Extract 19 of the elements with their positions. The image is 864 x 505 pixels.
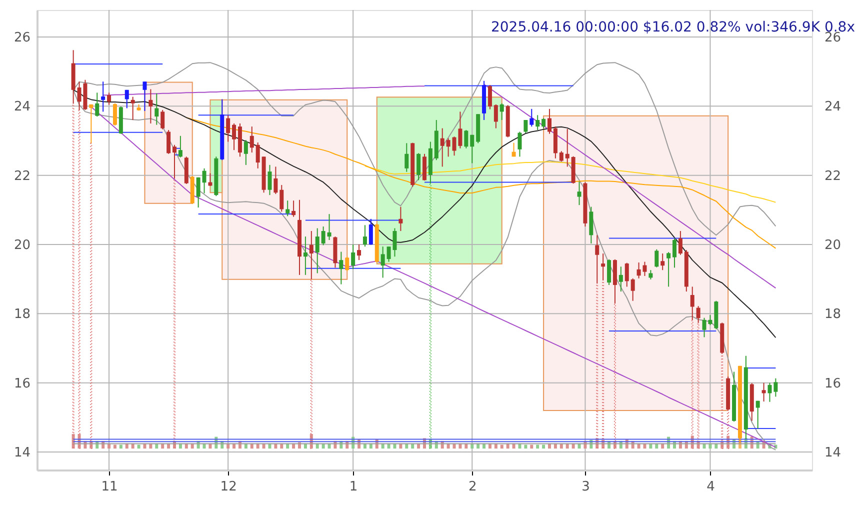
- y2-tick-label: 14: [824, 446, 842, 461]
- x-tick-label: 3: [582, 480, 590, 494]
- y2-tick-label: 22: [824, 168, 842, 184]
- y-tick-label: 26: [14, 30, 30, 46]
- y-tick-label: 24: [14, 100, 30, 115]
- y-tick-label: 22: [14, 168, 30, 184]
- x-tick-label: 4: [706, 480, 715, 494]
- x-tick-label: 11: [101, 480, 118, 494]
- x-tick-label: 1: [349, 480, 358, 494]
- y2-tick-label: 16: [824, 376, 842, 392]
- y-tick-label: 18: [14, 307, 30, 322]
- y-tick-label: 16: [14, 376, 30, 392]
- x-tick-label: 2: [468, 480, 477, 494]
- x-tick-label: 12: [220, 480, 237, 494]
- y2-tick-label: 20: [824, 238, 842, 253]
- y-tick-label: 20: [14, 238, 30, 253]
- y-tick-label: 14: [14, 446, 30, 461]
- y2-tick-label: 24: [824, 100, 842, 115]
- y2-tick-label: 18: [824, 307, 842, 322]
